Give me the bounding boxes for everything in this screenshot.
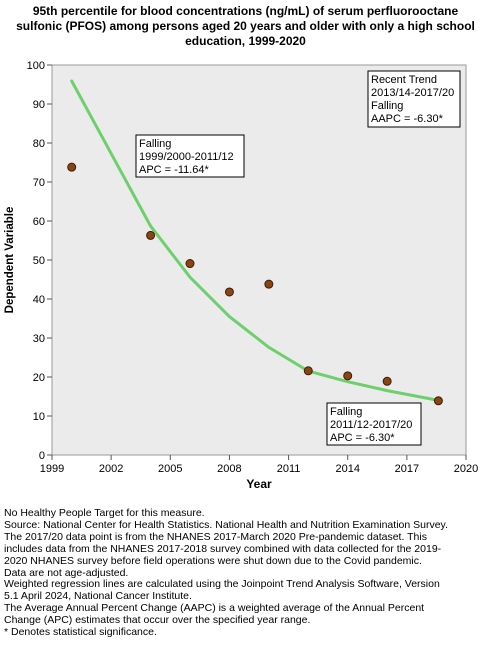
y-axis: 0 10 20 30 40 50 60 70 80 90 100 bbox=[27, 60, 52, 462]
plot-area bbox=[51, 64, 467, 456]
joinpoint-chart: 0 10 20 30 40 50 60 70 80 90 100 1999 2002 2005 2008 2… bbox=[4, 60, 478, 491]
data-point bbox=[343, 371, 353, 381]
footnote-line: The 2017/20 data point is from the NHANE… bbox=[4, 530, 427, 543]
y-tick-label: 60 bbox=[33, 216, 45, 228]
x-tick-label: 2020 bbox=[454, 463, 478, 475]
x-axis: 1999 2002 2005 2008 2011 2014 2017 2020 bbox=[40, 455, 478, 475]
annotation-line: APC = -6.30* bbox=[330, 432, 395, 444]
x-tick-label: 2005 bbox=[158, 463, 182, 475]
footnote-line: Data are not age-adjusted. bbox=[4, 566, 129, 579]
annotation-line: Falling bbox=[371, 100, 403, 112]
y-axis-label: Dependent Variable bbox=[4, 207, 16, 314]
y-tick-label: 30 bbox=[33, 333, 45, 345]
footnote-line: 5.1 April 2024, National Cancer Institut… bbox=[4, 590, 192, 603]
annotation-line: Falling bbox=[330, 406, 362, 418]
chart-title-line: 95th percentile for blood concentrations… bbox=[32, 4, 459, 18]
annotation-line: Recent Trend bbox=[371, 74, 437, 86]
data-point bbox=[264, 279, 274, 289]
footnote-line: includes data from the NHANES 2017-2018 … bbox=[4, 542, 442, 555]
chart-title: 95th percentile for blood concentrations… bbox=[0, 4, 491, 49]
data-point bbox=[146, 230, 156, 240]
x-tick-label: 2008 bbox=[217, 463, 241, 475]
y-tick-label: 10 bbox=[33, 411, 45, 423]
annotation-line: AAPC = -6.30* bbox=[371, 113, 444, 125]
annotation-line: Falling bbox=[139, 138, 171, 150]
annotation-line: 2013/14-2017/20 bbox=[371, 87, 454, 99]
y-tick-label: 100 bbox=[27, 60, 45, 72]
y-tick-label: 20 bbox=[33, 372, 45, 384]
data-point bbox=[185, 259, 195, 269]
x-tick-label: 2017 bbox=[395, 463, 419, 475]
svg-text:Recent Trend 2013/14-201: Recent Trend 2013/14-2017/20 Falling AAP… bbox=[371, 74, 457, 125]
y-tick-label: 50 bbox=[33, 255, 45, 267]
annotation-line: APC = -11.64* bbox=[139, 164, 210, 176]
footnote-line: The Average Annual Percent Change (AAPC)… bbox=[4, 602, 425, 615]
y-tick-label: 90 bbox=[33, 99, 45, 111]
annotation-falling-early: Falling 1999/2000-2011/12 APC = -11.64* bbox=[135, 134, 245, 178]
x-tick-label: 2002 bbox=[99, 463, 123, 475]
y-tick-label: 70 bbox=[33, 177, 45, 189]
footnote-line: No Healthy People Target for this measur… bbox=[4, 507, 205, 519]
chart-title-line: sulfonic (PFOS) among persons aged 20 ye… bbox=[16, 19, 475, 33]
chart-title-line: education, 1999-2020 bbox=[185, 34, 306, 48]
data-point bbox=[224, 287, 234, 297]
annotation-line: 1999/2000-2011/12 bbox=[139, 151, 234, 163]
svg-text:Falling 1999/2000-2011/1: Falling 1999/2000-2011/12 APC = -11.64* bbox=[139, 138, 237, 176]
y-tick-label: 0 bbox=[39, 450, 45, 462]
annotation-line: 2011/12-2017/20 bbox=[330, 419, 412, 431]
annotation-falling-recent: Falling 2011/12-2017/20 APC = -6.30* bbox=[326, 402, 422, 446]
data-point bbox=[303, 366, 313, 376]
svg-text:Falling 2011/12-2017/20: Falling 2011/12-2017/20 APC = -6.30* bbox=[330, 406, 415, 444]
footnote-line: Change (APC) estimates that occur over t… bbox=[4, 614, 311, 627]
footnote-line: Source: National Center for Health Stati… bbox=[4, 518, 448, 531]
data-point bbox=[67, 162, 77, 172]
x-tick-label: 2011 bbox=[277, 463, 301, 475]
data-point bbox=[382, 376, 392, 386]
observed-points bbox=[67, 162, 443, 406]
x-tick-label: 1999 bbox=[40, 463, 64, 475]
y-tick-label: 40 bbox=[33, 294, 45, 306]
y-tick-label: 80 bbox=[33, 138, 45, 150]
x-axis-label: Year bbox=[246, 477, 272, 491]
data-point bbox=[433, 396, 443, 406]
footnote-line: Weighted regression lines are calculated… bbox=[4, 578, 440, 591]
footnote-line: 2020 NHANES survey before field operatio… bbox=[4, 554, 422, 567]
footnote-line: * Denotes statistical significance. bbox=[4, 626, 157, 639]
x-tick-label: 2014 bbox=[335, 463, 359, 475]
trend-line bbox=[70, 79, 440, 402]
footnotes: No Healthy People Target for this measur… bbox=[4, 507, 488, 639]
annotation-recent-trend: Recent Trend 2013/14-2017/20 Falling AAP… bbox=[367, 70, 461, 128]
